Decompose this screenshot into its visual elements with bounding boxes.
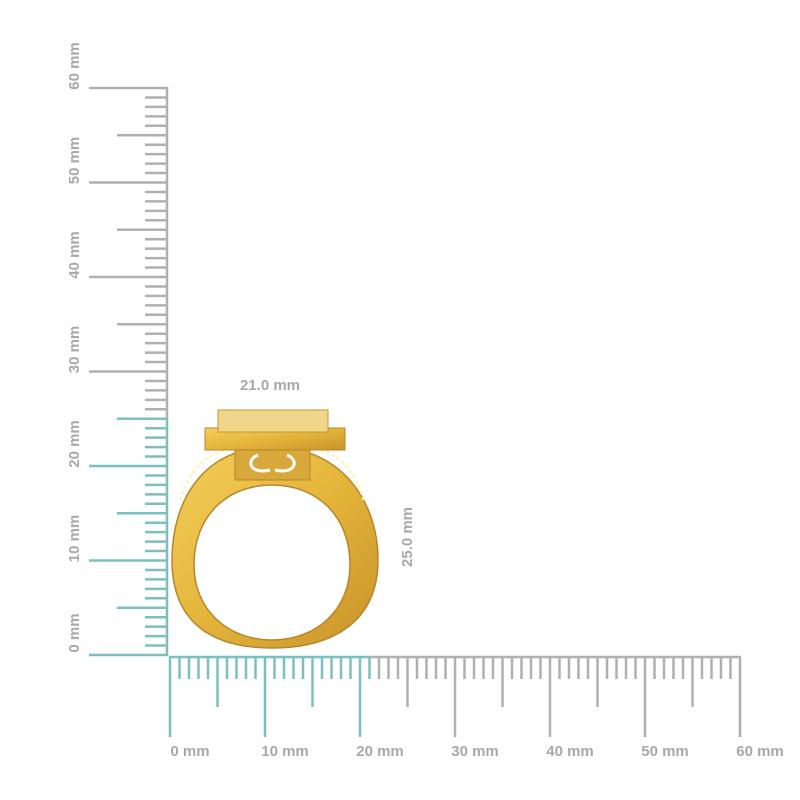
gallery	[234, 449, 311, 481]
v-tick-label: 30 mm	[66, 326, 83, 374]
v-tick-label: 50 mm	[66, 137, 83, 185]
v-tick-label: 20 mm	[66, 420, 83, 468]
width-label: 21.0 mm	[240, 377, 300, 394]
filigree	[249, 453, 296, 473]
diamond-rows	[178, 448, 366, 501]
ring-band	[171, 446, 379, 649]
h-tick-label: 0 mm	[170, 743, 209, 760]
v-tick-label: 60 mm	[66, 42, 83, 90]
h-tick-label: 10 mm	[261, 743, 309, 760]
rulers: 0 mm 10 mm 20 mm 30 mm 40 mm 50 mm 60 mm 0 mm 10…	[66, 42, 784, 760]
center-stone	[217, 409, 329, 433]
h-tick-label: 20 mm	[356, 743, 404, 760]
v-tick-label: 0 mm	[66, 613, 83, 652]
h-tick-label: 60 mm	[736, 743, 784, 760]
h-tick-label: 40 mm	[546, 743, 594, 760]
h-tick-label: 30 mm	[451, 743, 499, 760]
v-tick-label: 40 mm	[66, 231, 83, 279]
height-label: 25.0 mm	[399, 507, 416, 567]
h-tick-label: 50 mm	[641, 743, 689, 760]
ring	[171, 409, 379, 649]
v-tick-label: 10 mm	[66, 515, 83, 563]
